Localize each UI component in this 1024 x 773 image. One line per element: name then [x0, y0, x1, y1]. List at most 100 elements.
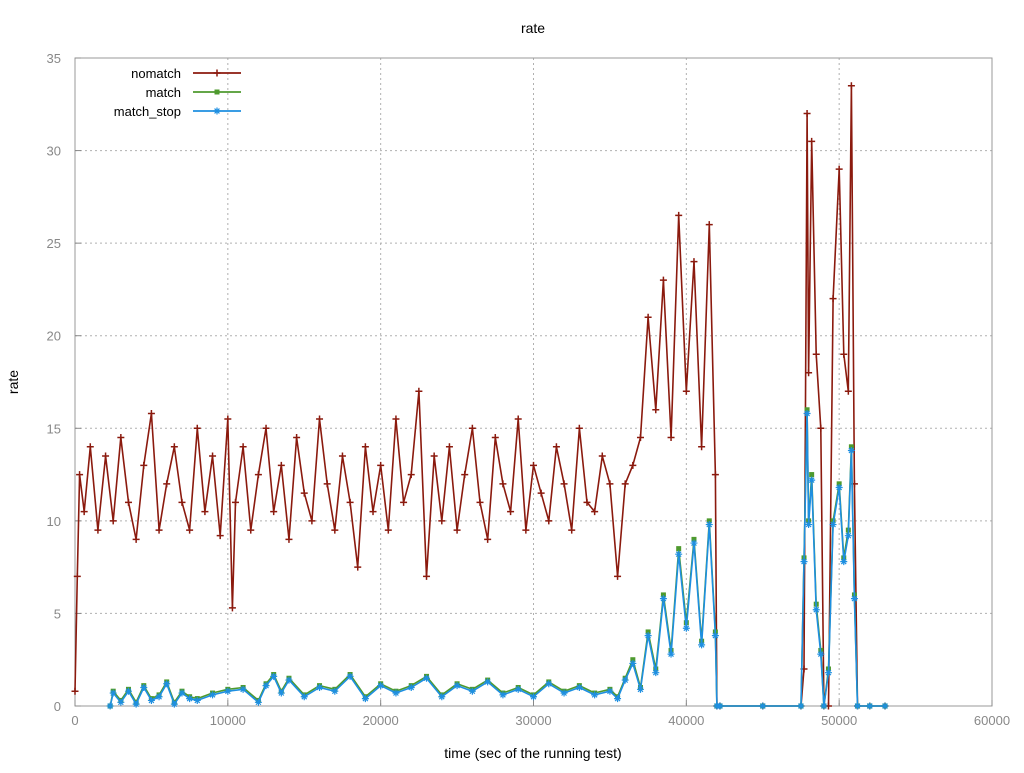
- data-point-match_stop: [759, 702, 767, 710]
- data-point-nomatch: [71, 687, 79, 695]
- data-point-match_stop: [132, 700, 140, 708]
- data-point-match_stop: [254, 698, 262, 706]
- data-point-nomatch: [293, 434, 301, 442]
- data-point-nomatch: [812, 350, 820, 358]
- data-point-match_stop: [797, 702, 805, 710]
- data-point-nomatch: [346, 498, 354, 506]
- y-tick-label: 30: [47, 144, 61, 159]
- data-point-match_stop: [800, 558, 808, 566]
- data-point-match_stop: [407, 683, 415, 691]
- data-point-match_stop: [629, 659, 637, 667]
- data-point-nomatch: [247, 526, 255, 534]
- data-point-nomatch: [491, 434, 499, 442]
- data-point-nomatch: [201, 508, 209, 516]
- data-point-match: [836, 481, 842, 487]
- data-point-match_stop: [277, 689, 285, 697]
- data-point-nomatch: [285, 535, 293, 543]
- y-tick-label: 15: [47, 421, 61, 436]
- data-point-nomatch: [468, 424, 476, 432]
- data-point-nomatch: [384, 526, 392, 534]
- data-point-match_stop: [316, 683, 324, 691]
- data-point-match_stop: [659, 595, 667, 603]
- data-point-match_stop: [803, 409, 811, 417]
- data-point-match_stop: [300, 693, 308, 701]
- data-point-nomatch: [514, 415, 522, 423]
- data-point-nomatch: [698, 443, 706, 451]
- data-point-nomatch: [560, 480, 568, 488]
- data-point-nomatch: [598, 452, 606, 460]
- data-point-nomatch: [323, 480, 331, 488]
- data-point-match_stop: [850, 595, 858, 603]
- y-tick-label: 10: [47, 514, 61, 529]
- data-point-nomatch: [445, 443, 453, 451]
- data-point-nomatch: [840, 350, 848, 358]
- data-point-nomatch: [461, 471, 469, 479]
- data-point-match_stop: [866, 702, 874, 710]
- data-point-match_stop: [178, 689, 186, 697]
- data-point-nomatch: [186, 526, 194, 534]
- x-tick-label: 10000: [210, 713, 246, 728]
- data-point-match_stop: [817, 650, 825, 658]
- data-point-nomatch: [73, 572, 81, 580]
- data-point-nomatch: [270, 508, 278, 516]
- data-point-nomatch: [316, 415, 324, 423]
- data-point-nomatch: [407, 471, 415, 479]
- y-tick-label: 35: [47, 51, 61, 66]
- data-point-match_stop: [824, 669, 832, 677]
- data-point-nomatch: [140, 461, 148, 469]
- legend: nomatch match match_stop: [114, 66, 241, 119]
- data-point-match_stop: [636, 685, 644, 693]
- data-point-nomatch: [209, 452, 217, 460]
- data-point-nomatch: [224, 415, 232, 423]
- data-point-nomatch: [132, 535, 140, 543]
- data-point-nomatch: [308, 517, 316, 525]
- legend-label-nomatch: nomatch: [131, 66, 181, 81]
- data-point-match_stop: [423, 674, 431, 682]
- data-point-nomatch: [239, 443, 247, 451]
- data-point-match_stop: [530, 693, 537, 701]
- data-point-match_stop: [270, 672, 278, 680]
- data-point-match_stop: [331, 687, 339, 695]
- data-point-match_stop: [606, 687, 614, 695]
- data-point-nomatch: [507, 508, 515, 516]
- data-point-match: [848, 444, 854, 450]
- x-tick-label: 20000: [363, 713, 399, 728]
- data-point-match_stop: [560, 689, 568, 697]
- data-point-nomatch: [499, 480, 507, 488]
- data-point-nomatch: [659, 276, 667, 284]
- data-point-nomatch: [667, 434, 675, 442]
- data-point-nomatch: [423, 572, 431, 580]
- data-point-nomatch: [400, 498, 408, 506]
- series-match_stop: [106, 409, 889, 710]
- x-tick-label: 0: [71, 713, 78, 728]
- data-point-match_stop: [847, 447, 855, 455]
- data-point-nomatch: [377, 461, 385, 469]
- data-point-nomatch: [80, 508, 88, 516]
- data-point-match_stop: [124, 687, 132, 695]
- data-point-match_stop: [109, 689, 117, 697]
- chart-title: rate: [521, 20, 545, 36]
- data-point-nomatch: [178, 498, 186, 506]
- y-tick-label: 0: [54, 699, 61, 714]
- data-point-nomatch: [369, 508, 377, 516]
- data-point-nomatch: [193, 424, 201, 432]
- legend-marker-nomatch: [213, 69, 221, 77]
- x-tick-label: 30000: [515, 713, 551, 728]
- data-point-match_stop: [224, 687, 232, 695]
- data-point-nomatch: [652, 406, 660, 414]
- data-point-nomatch: [808, 137, 816, 145]
- data-point-nomatch: [552, 443, 560, 451]
- data-point-match_stop: [377, 682, 385, 690]
- data-point-nomatch: [805, 369, 813, 377]
- data-point-match_stop: [392, 689, 400, 697]
- x-tick-label: 40000: [668, 713, 704, 728]
- data-point-match_stop: [835, 484, 843, 492]
- data-point-nomatch: [231, 498, 239, 506]
- data-point-nomatch: [530, 461, 537, 469]
- data-point-nomatch: [484, 535, 492, 543]
- data-point-match: [804, 407, 810, 413]
- data-point-nomatch: [545, 517, 553, 525]
- data-point-nomatch: [621, 480, 629, 488]
